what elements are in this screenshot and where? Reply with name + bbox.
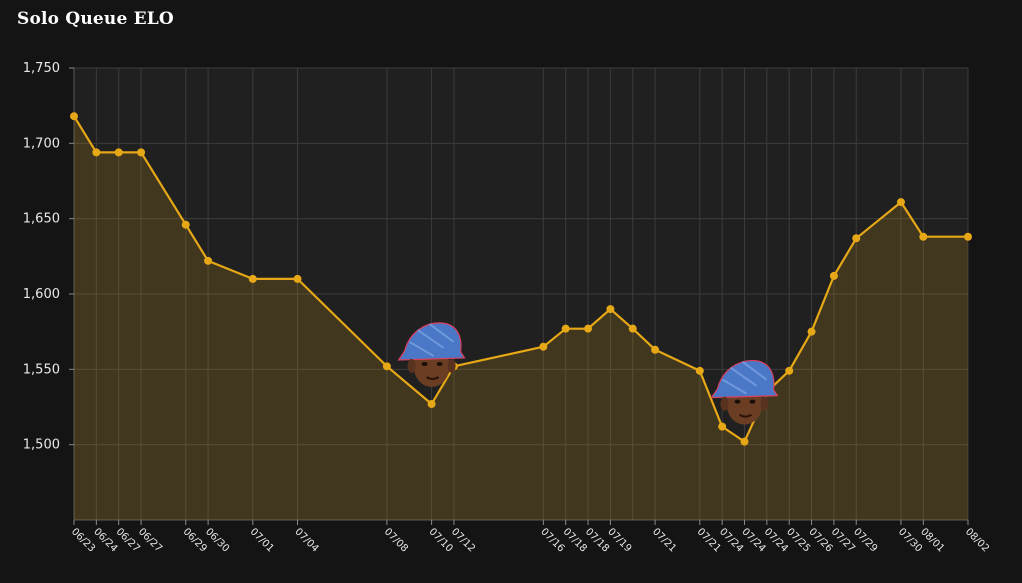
x-tick-label: 07/18: [583, 526, 611, 554]
data-point: [204, 256, 213, 265]
x-tick-label: 07/30: [896, 526, 924, 554]
x-tick-label: 07/19: [605, 526, 633, 554]
data-point: [740, 437, 749, 446]
x-tick-label: 08/01: [918, 526, 946, 554]
data-point: [137, 148, 146, 157]
data-point: [651, 345, 660, 354]
y-tick-label: 1,600: [23, 287, 60, 302]
series-area: [74, 116, 968, 520]
data-point: [114, 148, 123, 157]
x-tick-label: 08/02: [963, 526, 991, 554]
data-point: [896, 198, 905, 207]
x-tick-label: 07/12: [449, 526, 477, 554]
x-tick-label: 07/24: [739, 526, 767, 554]
x-tick-label: 07/01: [248, 526, 276, 554]
x-tick-label: 06/30: [203, 526, 231, 554]
x-tick-label: 07/27: [829, 526, 857, 554]
x-tick-label: 07/04: [292, 526, 320, 554]
x-tick-label: 06/27: [114, 526, 142, 554]
x-tick-label: 07/08: [382, 526, 410, 554]
x-tick-label: 06/23: [69, 526, 97, 554]
data-point: [628, 324, 637, 333]
x-tick-label: 06/29: [181, 526, 209, 554]
data-point: [852, 234, 861, 243]
x-tick-label: 07/29: [851, 526, 879, 554]
x-tick-label: 07/21: [695, 526, 723, 554]
data-point: [382, 362, 391, 371]
data-point: [718, 422, 727, 431]
x-tick-label: 06/27: [136, 526, 164, 554]
x-tick-label: 06/24: [91, 526, 119, 554]
data-point: [829, 271, 838, 280]
data-points: [70, 112, 972, 446]
y-tick-label: 1,500: [23, 438, 60, 453]
y-tick-label: 1,650: [23, 212, 60, 227]
x-tick-label: 07/21: [650, 526, 678, 554]
data-point: [785, 366, 794, 375]
x-tick-label: 07/26: [806, 526, 834, 554]
x-tick-label: 07/25: [784, 526, 812, 554]
x-tick-label: 07/16: [538, 526, 566, 554]
data-point: [181, 220, 190, 229]
data-point: [293, 274, 302, 283]
data-point: [606, 305, 615, 314]
x-tick-label: 07/24: [762, 526, 790, 554]
data-point: [70, 112, 78, 121]
data-point: [584, 324, 593, 333]
data-point: [919, 232, 928, 241]
y-axis: 1,500 1,550 1,600 1,650 1,700 1,750: [23, 61, 74, 453]
series-line: [73, 115, 968, 443]
y-tick-label: 1,750: [23, 61, 60, 76]
y-tick-label: 1,550: [23, 362, 60, 377]
data-point: [248, 274, 257, 283]
data-point: [92, 148, 101, 157]
data-point: [539, 342, 548, 351]
chart-title: Solo Queue ELO: [17, 9, 174, 29]
x-tick-label: 07/10: [426, 526, 454, 554]
data-point: [561, 324, 570, 333]
data-point: [807, 327, 816, 336]
x-tick-label: 07/18: [561, 526, 589, 554]
y-tick-label: 1,700: [23, 136, 60, 151]
x-tick-label: 07/24: [717, 526, 745, 554]
data-point: [964, 232, 972, 241]
data-point: [695, 366, 704, 375]
data-point: [427, 399, 436, 408]
